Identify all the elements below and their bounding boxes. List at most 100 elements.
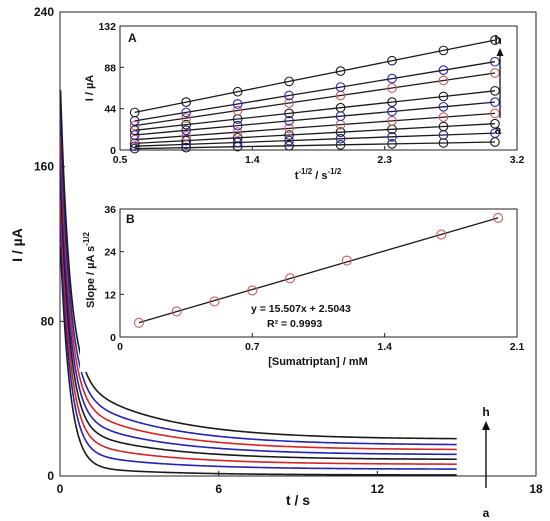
inset-b-data-point (209, 296, 220, 307)
inset-a-y-tick-label: 44 (104, 104, 116, 116)
inset-a-point-f (129, 125, 140, 136)
main-curve-d (59, 179, 457, 461)
inset-b-y-tick-label: 36 (104, 204, 116, 216)
inset-b-data-point (171, 306, 182, 317)
inset-a-point-a (284, 140, 294, 151)
inset-b-content: 0 0.7 1.4 2.1 0 12 24 36 (104, 204, 524, 353)
inset-a-panel-label: A (128, 31, 137, 45)
inset-a-background (104, 14, 524, 178)
inset-a-point-b (335, 133, 346, 144)
inset-a-x-tick-label: 2.3 (377, 154, 392, 166)
inset-a-point-c (438, 121, 449, 132)
inset-a-point-g (490, 68, 500, 78)
inset-a-arrow-label-h: h (494, 33, 501, 47)
main-curve-arrow (482, 421, 490, 488)
main-x-tick-label: 18 (529, 482, 543, 496)
inset-a-x-tick-label: 1.4 (245, 154, 260, 166)
inset-a-point-d (129, 134, 140, 145)
inset-a-point-g (284, 98, 294, 108)
main-x-axis-label: t / s (286, 492, 310, 508)
inset-a-point-h2 (284, 90, 294, 101)
inset-b-x-axis-label: [Sumatriptan] / mM (268, 356, 368, 368)
inset-a-point-g (387, 83, 397, 93)
inset-a-point-b (490, 128, 500, 138)
inset-b-y-tick-label: 12 (104, 289, 116, 301)
inset-a-point-c (284, 130, 294, 140)
inset-a-point-g (129, 120, 140, 131)
main-x-tick-label: 12 (371, 482, 385, 496)
inset-b-r-squared: R² = 0.9993 (267, 318, 322, 330)
inset-a-point-a (387, 139, 397, 149)
inset-a-fit-line-d (134, 112, 495, 141)
inset-b-panel-label: B (126, 212, 135, 226)
inset-a-fit-line-f (134, 90, 495, 131)
inset-a-fit-line-a (134, 141, 495, 150)
inset-a-point-f (181, 119, 192, 130)
inset-a-point-a (181, 142, 192, 153)
inset-b-ylabel-main: Slope / µA s (85, 246, 97, 308)
inset-b-data-point (341, 255, 352, 266)
inset-b-equation: y = 15.507x + 2.5043 (251, 303, 351, 315)
inset-a-point-d (232, 127, 243, 138)
inset-a-point-h (232, 86, 243, 97)
inset-a-point-f (438, 91, 449, 102)
inset-a-point-e (129, 130, 140, 140)
inset-a-y-axis-label: I / µA (84, 75, 96, 102)
inset-a-x-axis-label: t-1/2 / s-1/2 (295, 167, 342, 182)
inset-a-point-h2 (438, 65, 449, 76)
inset-a-point-h (284, 76, 294, 87)
inset-a-xlabel-exp2: -1/2 (327, 167, 341, 176)
inset-a-point-h (129, 107, 140, 118)
main-curve-g (59, 114, 457, 446)
inset-a-point-d (284, 123, 294, 134)
inset-a-x-tick-label: 0.5 (113, 154, 128, 166)
inset-a-point-h2 (181, 107, 192, 118)
inset-a-point-d (387, 116, 397, 126)
inset-b-fit-line (138, 217, 499, 324)
inset-a-point-h (387, 55, 397, 66)
inset-a-point-c (232, 132, 243, 143)
inset-a-y-tick-label: 0 (110, 145, 116, 157)
inset-a-point-h2 (335, 82, 346, 92)
main-curves (59, 90, 457, 476)
inset-a-point-d (181, 131, 192, 141)
inset-a-point-g (438, 75, 449, 86)
inset-a-point-e (181, 125, 192, 136)
inset-a-plot-frame (119, 25, 518, 151)
inset-a-point-a (438, 138, 449, 148)
inset-a-y-tick-label: 88 (104, 62, 116, 74)
main-curve-c (59, 200, 457, 465)
inset-b-plot-frame (119, 208, 518, 338)
main-y-axis-label: I / µA (9, 228, 25, 262)
inset-b-data-point (133, 317, 144, 328)
inset-a-point-f (387, 97, 397, 107)
inset-b-data-point (285, 273, 296, 284)
inset-a-point-f (490, 85, 500, 96)
inset-a-y-tick-label: 132 (98, 21, 116, 33)
inset-a-fit-line-e (134, 101, 495, 136)
inset-a-point-e (490, 97, 500, 107)
inset-b-y-tick-label: 24 (104, 247, 116, 259)
inset-b-y-tick-label: 0 (110, 332, 116, 344)
inset-a-x-tick-label: 3.2 (510, 154, 525, 166)
inset-a-point-g (181, 113, 192, 123)
main-curve-h (59, 90, 457, 440)
main-arrow-label-h: h (482, 405, 489, 419)
inset-a-point-h2 (490, 56, 500, 67)
inset-a-point-h (438, 45, 449, 56)
inset-a-point-g (232, 105, 243, 116)
inset-a-fit-line-b (134, 132, 495, 147)
inset-a-point-e (387, 106, 397, 117)
inset-a-point-e (284, 116, 294, 126)
inset-a-point-h (490, 35, 500, 45)
main-y-tick-label: 160 (34, 160, 54, 174)
inset-a-point-e (438, 101, 449, 112)
main-curve-a (59, 246, 457, 476)
inset-a-point-c (335, 127, 346, 138)
inset-a-point-d (490, 108, 500, 119)
inset-b-data-point (493, 212, 504, 223)
main-curve-b (59, 222, 457, 470)
main-y-tick-label: 0 (47, 469, 54, 483)
